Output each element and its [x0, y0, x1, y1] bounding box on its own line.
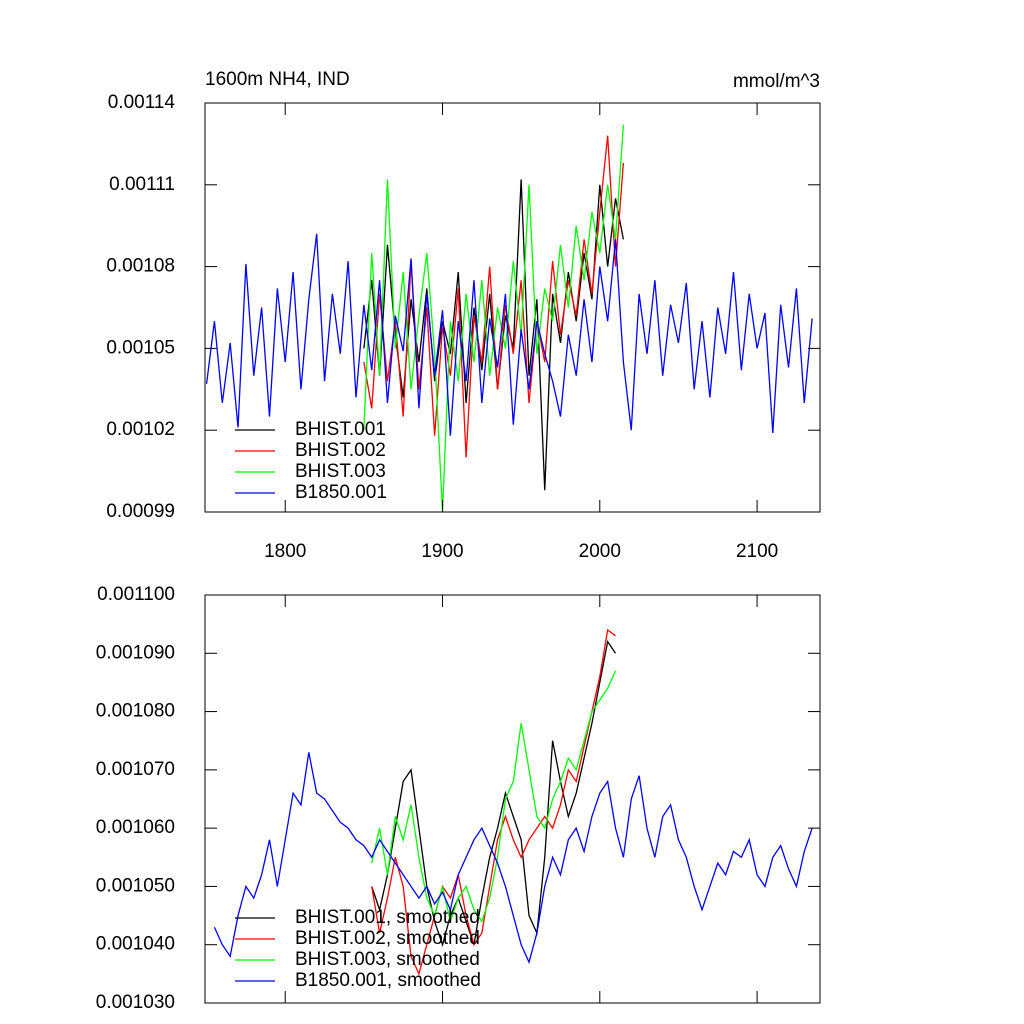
y-tick-label: 0.001070: [96, 759, 175, 780]
y-tick-label: 0.001060: [96, 817, 175, 838]
legend-label: BHIST.002, smoothed: [295, 928, 480, 949]
y-tick-label: 0.00114: [108, 92, 176, 113]
y-tick-label: 0.001090: [96, 642, 175, 663]
legend-label: B1850.001, smoothed: [295, 970, 481, 991]
y-tick-label: 0.00108: [106, 256, 175, 277]
y-tick-label: 0.001040: [96, 934, 175, 955]
series-line: [363, 135, 625, 458]
series-line: [371, 628, 616, 976]
series-line: [371, 639, 617, 947]
y-tick-label: 0.00105: [106, 337, 175, 358]
x-tick-label: 2100: [736, 541, 778, 562]
y-tick-label: 0.00102: [106, 419, 175, 440]
x-tick-label: 2000: [579, 541, 621, 562]
series-line: [205, 233, 813, 436]
legend-label: BHIST.003: [295, 461, 386, 482]
chart-title: 1600m NH4, IND: [205, 69, 350, 90]
x-tick-label: 1800: [264, 541, 306, 562]
x-tick-label: 1900: [421, 541, 463, 562]
units-label: mmol/m^3: [733, 71, 820, 92]
y-tick-label: 0.001030: [96, 992, 175, 1013]
plot-frame: [204, 102, 821, 513]
y-tick-label: 0.001100: [97, 584, 175, 605]
series-line: [371, 670, 617, 924]
legend-label: BHIST.001: [295, 419, 386, 440]
legend-label: BHIST.001, smoothed: [295, 907, 480, 928]
plot-frame: [204, 594, 821, 1004]
legend-label: BHIST.002: [295, 440, 386, 461]
y-tick-label: 0.00099: [106, 501, 175, 522]
y-tick-label: 0.001050: [96, 875, 175, 896]
y-tick-label: 0.001080: [96, 701, 175, 722]
y-tick-label: 0.00111: [109, 174, 175, 195]
legend-label: B1850.001: [295, 482, 387, 503]
legend-label: BHIST.003, smoothed: [295, 949, 480, 970]
series-line: [213, 752, 813, 965]
